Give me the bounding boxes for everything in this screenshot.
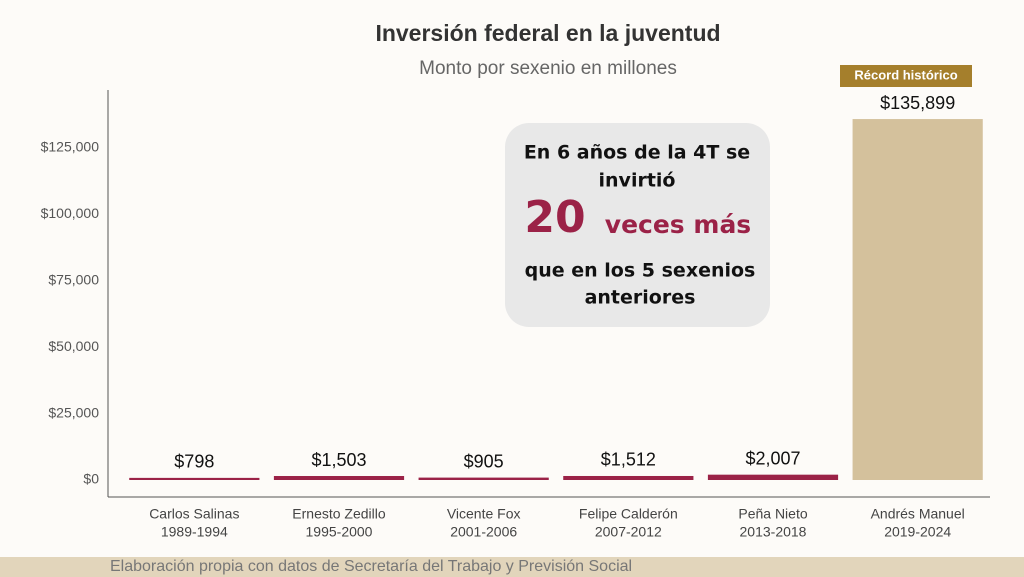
value-label: $135,899 (880, 93, 955, 113)
callout-box (505, 123, 770, 327)
x-tick-label: Felipe Calderón (579, 506, 678, 522)
badge (840, 65, 972, 87)
value-label: $2,007 (745, 448, 800, 468)
y-tick-label: $25,000 (48, 404, 99, 420)
chart-subtitle: Monto por sexenio en millones (419, 58, 677, 79)
x-tick-label: Andrés Manuel (871, 506, 965, 522)
y-tick-label: $75,000 (48, 272, 99, 288)
callout-text: que en los 5 sexenios (525, 260, 756, 282)
y-tick-label: $50,000 (48, 338, 99, 354)
chart-title: Inversión federal en la juventud (375, 20, 720, 46)
bar (418, 477, 549, 480)
value-label: $1,512 (601, 450, 656, 470)
bar (852, 119, 983, 481)
x-tick-label: 1989-1994 (161, 524, 228, 540)
bar (707, 474, 839, 480)
x-tick-label: 2001-2006 (450, 524, 517, 540)
x-tick-label: 2007-2012 (595, 524, 662, 540)
x-tick-label: Peña Nieto (738, 506, 807, 522)
footer-band (0, 557, 1024, 577)
callout-text: invirtió (599, 170, 676, 192)
x-tick-label: 2013-2018 (740, 524, 807, 540)
bar (563, 475, 694, 480)
value-label: $1,503 (311, 450, 366, 470)
x-tick-label: 2019-2024 (884, 524, 951, 540)
x-tick-label: Carlos Salinas (149, 506, 239, 522)
callout-emphasis: veces más (605, 210, 751, 239)
y-tick-label: $125,000 (41, 139, 100, 155)
value-label: $798 (174, 452, 214, 472)
callout-number: 20 (524, 192, 585, 243)
y-tick-label: $100,000 (41, 205, 100, 221)
callout-text: anteriores (585, 287, 696, 309)
x-tick-label: Vicente Fox (447, 506, 521, 522)
y-tick-label: $0 (83, 471, 99, 487)
callout-text: En 6 años de la 4T se (524, 142, 750, 164)
x-tick-label: 1995-2000 (306, 524, 373, 540)
x-tick-label: Ernesto Zedillo (292, 506, 386, 522)
bar (129, 477, 260, 480)
value-label: $905 (464, 451, 504, 471)
badge-text: Récord histórico (854, 67, 957, 82)
bar (273, 476, 405, 480)
source: Elaboración propia con datos de Secretar… (110, 558, 632, 575)
